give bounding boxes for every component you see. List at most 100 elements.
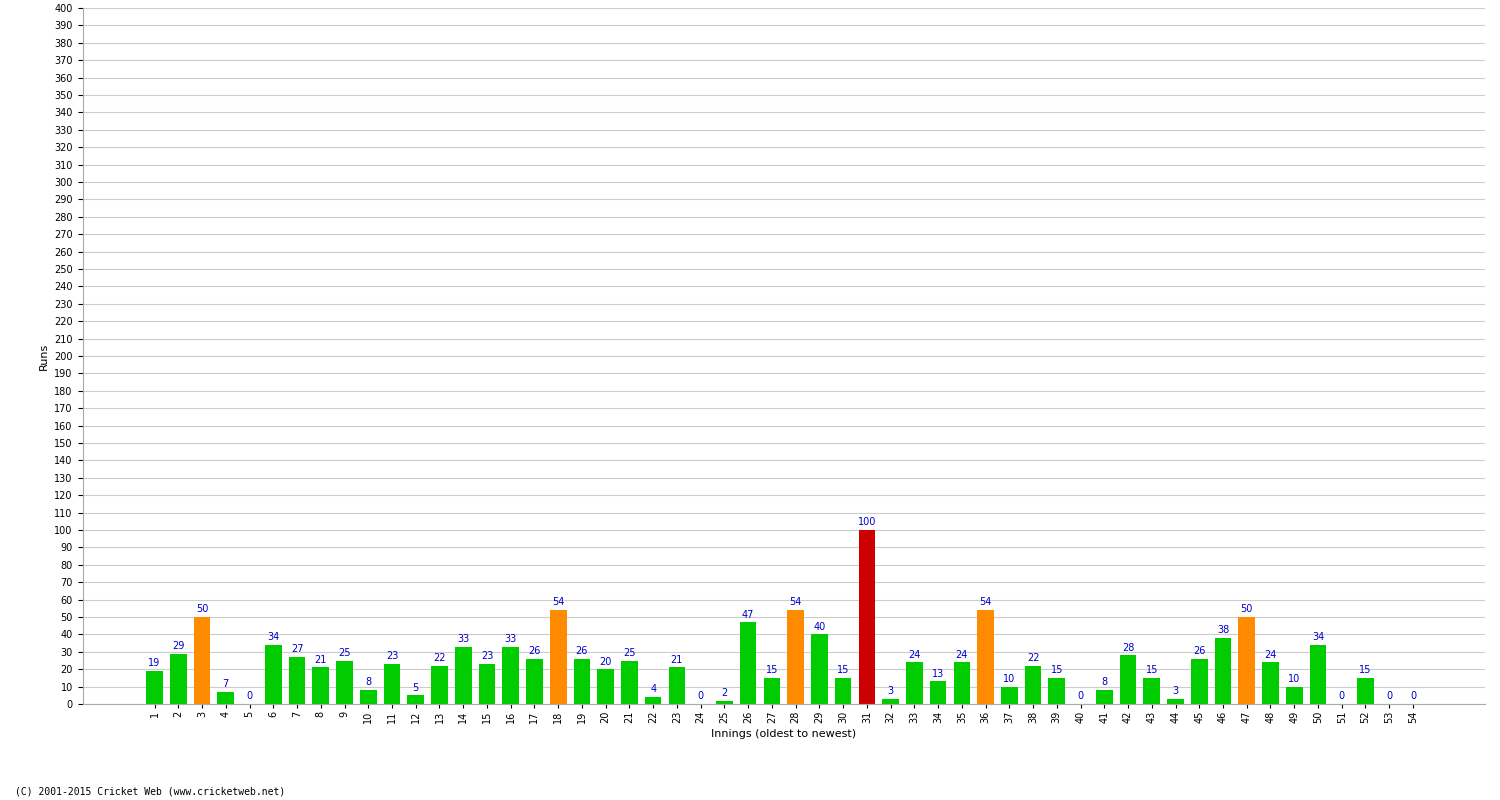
Bar [573, 658, 590, 704]
Text: 13: 13 [932, 669, 944, 678]
Text: 3: 3 [1173, 686, 1179, 696]
Bar [550, 610, 567, 704]
Text: 24: 24 [908, 650, 921, 660]
Text: 34: 34 [267, 632, 279, 642]
Text: 15: 15 [1146, 666, 1158, 675]
Bar [194, 617, 210, 704]
Bar [478, 664, 495, 704]
Text: 34: 34 [1312, 632, 1324, 642]
Bar [312, 667, 328, 704]
Text: 20: 20 [600, 657, 612, 666]
Text: 5: 5 [413, 682, 419, 693]
Text: 40: 40 [813, 622, 825, 632]
Text: 0: 0 [698, 691, 703, 702]
X-axis label: Innings (oldest to newest): Innings (oldest to newest) [711, 729, 856, 739]
Text: 26: 26 [576, 646, 588, 656]
Bar [621, 661, 638, 704]
Bar [812, 634, 828, 704]
Text: 47: 47 [742, 610, 754, 620]
Bar [336, 661, 352, 704]
Text: 15: 15 [765, 666, 778, 675]
Text: 25: 25 [339, 648, 351, 658]
Bar [266, 645, 282, 704]
Bar [930, 682, 946, 704]
Text: 21: 21 [315, 655, 327, 665]
Text: 100: 100 [858, 518, 876, 527]
Text: 0: 0 [1410, 691, 1416, 702]
Bar [1167, 698, 1184, 704]
Bar [669, 667, 686, 704]
Text: 15: 15 [837, 666, 849, 675]
Text: 50: 50 [196, 604, 208, 614]
Bar [1262, 662, 1280, 704]
Text: 22: 22 [433, 653, 445, 663]
Bar [978, 610, 994, 704]
Bar [430, 666, 448, 704]
Text: 33: 33 [458, 634, 470, 644]
Bar [645, 697, 662, 704]
Bar [1143, 678, 1160, 704]
Text: 0: 0 [1338, 691, 1346, 702]
Bar [408, 695, 424, 704]
Text: 22: 22 [1028, 653, 1039, 663]
Text: 54: 54 [789, 598, 802, 607]
Text: 10: 10 [1288, 674, 1300, 684]
Bar [526, 658, 543, 704]
Text: 15: 15 [1050, 666, 1064, 675]
Bar [1096, 690, 1113, 704]
Text: 24: 24 [1264, 650, 1276, 660]
Bar [788, 610, 804, 704]
Bar [384, 664, 400, 704]
Text: 26: 26 [1192, 646, 1206, 656]
Bar [170, 654, 186, 704]
Bar [360, 690, 376, 704]
Y-axis label: Runs: Runs [39, 342, 48, 370]
Text: 50: 50 [1240, 604, 1252, 614]
Bar [1215, 638, 1231, 704]
Bar [288, 657, 306, 704]
Bar [716, 701, 732, 704]
Bar [1358, 678, 1374, 704]
Text: 8: 8 [364, 678, 372, 687]
Bar [740, 622, 756, 704]
Bar [1286, 686, 1302, 704]
Text: 24: 24 [956, 650, 968, 660]
Bar [906, 662, 922, 704]
Text: 27: 27 [291, 645, 303, 654]
Bar [597, 669, 613, 704]
Bar [147, 671, 164, 704]
Text: 0: 0 [1077, 691, 1083, 702]
Text: 29: 29 [172, 641, 184, 651]
Text: 38: 38 [1216, 626, 1228, 635]
Text: 15: 15 [1359, 666, 1371, 675]
Bar [1024, 666, 1041, 704]
Bar [1239, 617, 1256, 704]
Bar [836, 678, 852, 704]
Text: 7: 7 [222, 679, 230, 690]
Text: 33: 33 [504, 634, 518, 644]
Text: 23: 23 [386, 651, 398, 662]
Bar [1000, 686, 1017, 704]
Text: 8: 8 [1101, 678, 1107, 687]
Text: 2: 2 [722, 688, 728, 698]
Bar [764, 678, 780, 704]
Text: 25: 25 [622, 648, 636, 658]
Bar [1191, 658, 1208, 704]
Text: 0: 0 [1386, 691, 1392, 702]
Bar [954, 662, 970, 704]
Bar [454, 646, 471, 704]
Bar [1119, 655, 1137, 704]
Text: 28: 28 [1122, 642, 1134, 653]
Text: 3: 3 [888, 686, 894, 696]
Bar [1310, 645, 1326, 704]
Text: 10: 10 [1004, 674, 1016, 684]
Bar [858, 530, 874, 704]
Text: 0: 0 [246, 691, 252, 702]
Bar [1048, 678, 1065, 704]
Text: 21: 21 [670, 655, 682, 665]
Text: 19: 19 [148, 658, 160, 668]
Bar [217, 692, 234, 704]
Text: (C) 2001-2015 Cricket Web (www.cricketweb.net): (C) 2001-2015 Cricket Web (www.cricketwe… [15, 786, 285, 796]
Text: 4: 4 [650, 685, 656, 694]
Text: 26: 26 [528, 646, 540, 656]
